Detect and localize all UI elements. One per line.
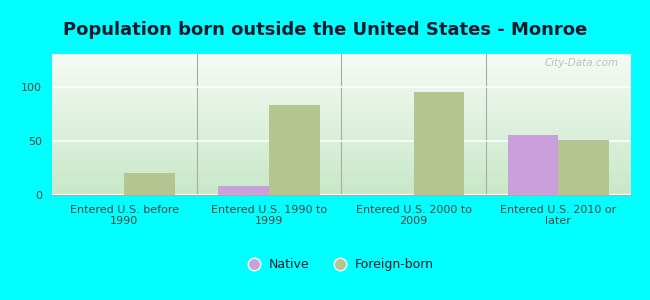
Bar xyxy=(269,105,320,195)
Text: City-Data.com: City-Data.com xyxy=(545,58,619,68)
Bar xyxy=(218,186,269,195)
Bar xyxy=(558,140,609,195)
Text: Population born outside the United States - Monroe: Population born outside the United State… xyxy=(63,21,587,39)
Bar xyxy=(413,92,464,195)
Legend: Native, Foreign-born: Native, Foreign-born xyxy=(244,253,439,276)
Bar xyxy=(124,173,175,195)
Bar xyxy=(508,135,558,195)
